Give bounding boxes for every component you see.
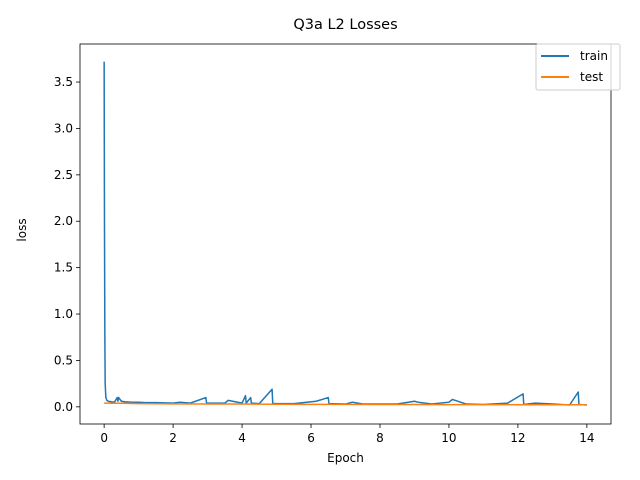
plot-frame	[79, 43, 612, 425]
x-tick-label: 12	[510, 431, 525, 445]
x-tick-label: 14	[579, 431, 594, 445]
y-tick-label: 0.5	[54, 353, 73, 367]
chart-title: Q3a L2 Losses	[293, 17, 397, 33]
series-line-train	[103, 61, 587, 406]
x-tick-label: 10	[441, 431, 456, 445]
y-tick-label: 2.5	[54, 168, 73, 182]
x-tick-label: 4	[238, 431, 246, 445]
x-tick-label: 2	[169, 431, 177, 445]
legend: train test	[535, 43, 621, 91]
axes-layer: 0 2 4 6 8 10 12 14 0.0 0.5 1.0 1.5 2.0 2.5 3.0 3.5	[54, 43, 612, 445]
y-tick-label: 1.5	[54, 261, 73, 275]
x-axis-label: Epoch	[327, 451, 364, 465]
x-tick-label: 6	[307, 431, 315, 445]
series-line-test	[104, 402, 587, 406]
legend-label-test: test	[580, 70, 603, 84]
y-tick-label: 3.5	[54, 75, 73, 89]
x-tick-label: 8	[376, 431, 384, 445]
x-tick-label: 0	[100, 431, 108, 445]
y-tick-label: 3.0	[54, 121, 73, 135]
y-tick-label: 1.0	[54, 307, 73, 321]
legend-label-train: train	[580, 49, 608, 63]
y-axis-label: loss	[15, 218, 29, 241]
y-tick-label: 2.0	[54, 214, 73, 228]
y-tick-label: 0.0	[54, 400, 73, 414]
series-layer	[103, 61, 587, 406]
